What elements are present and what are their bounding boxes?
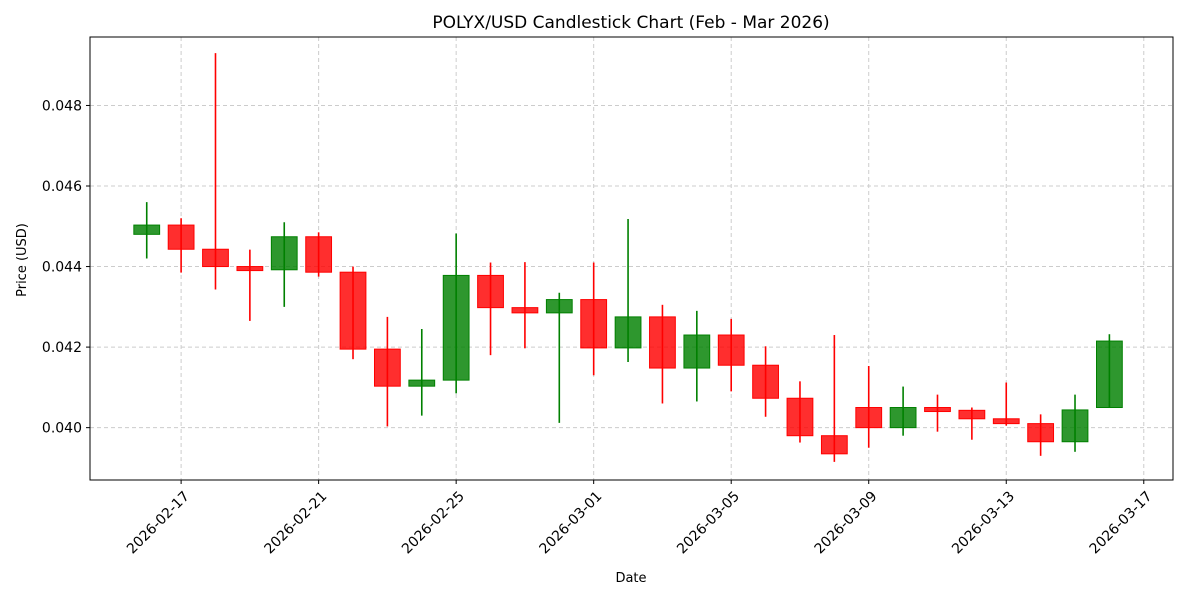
candle-body	[614, 316, 642, 349]
candle-up	[614, 219, 642, 363]
candle-body	[889, 407, 917, 429]
x-tick-label: 2026-02-25	[399, 488, 468, 557]
candle-down	[958, 407, 986, 440]
candle-down	[580, 262, 608, 376]
y-axis-label: Price (USD)	[15, 223, 30, 297]
candle-down	[1027, 414, 1055, 456]
chart-title: POLYX/USD Candlestick Chart (Feb - Mar 2…	[432, 13, 829, 33]
y-tick-label: 0.042	[42, 340, 82, 356]
x-tick-label: 2026-03-05	[674, 488, 743, 557]
candle-down	[167, 218, 195, 273]
y-tick-label: 0.046	[42, 179, 82, 195]
candle-up	[683, 310, 711, 402]
candle-up	[1061, 394, 1089, 452]
y-tick-label: 0.048	[42, 98, 82, 114]
x-tick-label: 2026-03-17	[1087, 488, 1156, 557]
candle-body	[477, 274, 504, 309]
candle-body	[752, 364, 779, 399]
candle-body	[236, 266, 264, 272]
candle-body	[1027, 423, 1055, 443]
candle-body	[992, 418, 1020, 425]
x-tick-label: 2026-02-21	[262, 488, 331, 557]
candle-down	[339, 266, 367, 360]
candle-down	[855, 366, 883, 448]
candle-up	[442, 233, 470, 394]
candle-body	[270, 236, 298, 271]
candle-body	[649, 316, 676, 369]
grid-lines	[90, 37, 1173, 480]
candle-body	[511, 307, 539, 314]
candle-body	[167, 224, 195, 250]
candle-body	[202, 248, 229, 268]
candle-up	[133, 202, 161, 259]
candle-body	[717, 334, 745, 366]
candle-body	[339, 271, 367, 350]
candle-down	[374, 316, 401, 427]
candle-body	[545, 299, 573, 314]
candle-down	[820, 335, 848, 462]
candle-down	[992, 382, 1020, 426]
x-axis-label: Date	[615, 571, 646, 586]
candle-down	[752, 346, 779, 417]
candle-down	[305, 232, 333, 277]
candle-body	[855, 407, 883, 429]
candle-down	[511, 262, 539, 349]
x-tick-label: 2026-03-13	[949, 488, 1018, 557]
x-tick-label: 2026-03-01	[537, 488, 606, 557]
candle-down	[924, 394, 951, 432]
x-tick-label: 2026-03-09	[812, 488, 881, 557]
candle-body	[1096, 340, 1123, 409]
candle-body	[133, 224, 161, 235]
candle-down	[649, 304, 676, 404]
candle-body	[786, 397, 814, 437]
candle-up	[408, 328, 436, 416]
candle-down	[202, 53, 229, 290]
y-axis: 0.040 0.042 0.044 0.046 0.048	[42, 98, 90, 437]
plot-area-frame	[89, 36, 1174, 481]
candle-down	[717, 318, 745, 392]
candle-body	[924, 407, 951, 413]
candle-body	[305, 236, 333, 273]
y-tick-label: 0.044	[42, 260, 82, 276]
candle-body	[408, 379, 436, 387]
x-tick-label: 2026-02-17	[124, 488, 193, 557]
candle-body	[958, 409, 986, 420]
candle-body	[683, 334, 711, 369]
candle-body	[820, 435, 848, 455]
candles	[133, 53, 1123, 462]
candle-body	[580, 299, 608, 349]
candle-body	[374, 348, 401, 387]
candle-up	[270, 222, 298, 307]
candle-body	[1061, 409, 1089, 443]
x-axis: 2026-02-17 2026-02-21 2026-02-25 2026-03-01…	[124, 480, 1156, 557]
candle-body	[442, 274, 470, 381]
candle-up	[545, 292, 573, 423]
candle-up	[1096, 334, 1123, 409]
candle-down	[786, 381, 814, 443]
candle-down	[477, 262, 504, 356]
candle-up	[889, 386, 917, 436]
candle-down	[236, 249, 264, 321]
y-tick-label: 0.040	[42, 421, 82, 437]
